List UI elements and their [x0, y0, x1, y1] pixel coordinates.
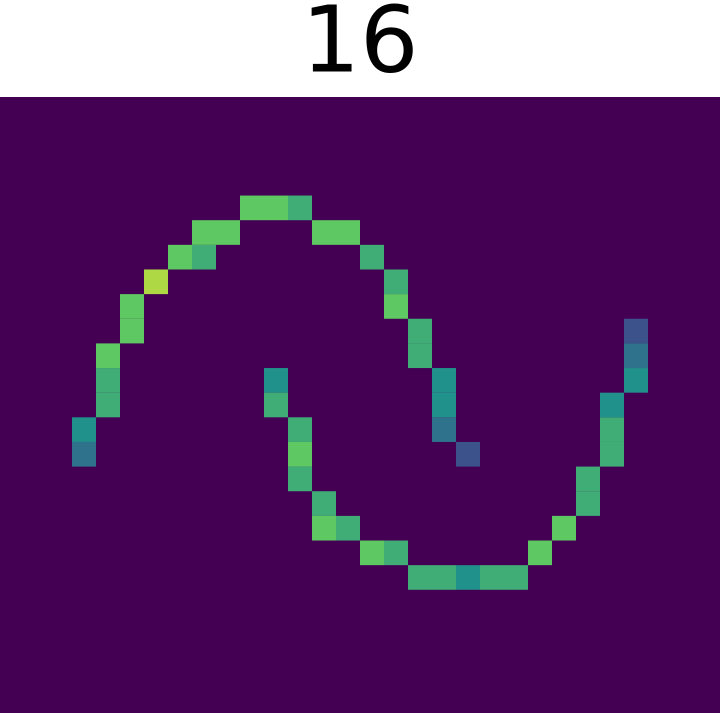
hist-cell [384, 540, 408, 566]
hist-cell [96, 343, 120, 369]
hist-cell [600, 417, 624, 442]
hist-cell [624, 368, 648, 393]
hist-cell [120, 318, 144, 344]
hist-cell [504, 565, 528, 590]
hist-cell [264, 195, 288, 221]
hist-cell [624, 343, 648, 369]
hist-cell [600, 441, 624, 467]
hist-cell [96, 368, 120, 393]
hist-cell [288, 195, 312, 221]
hist-cell [576, 466, 600, 492]
hist-cell [432, 368, 456, 393]
chart-title: 16 [301, 0, 418, 93]
hist-cell [528, 540, 552, 566]
hist-cell [456, 565, 480, 590]
hist-cell [288, 441, 312, 467]
hist-cell [312, 491, 336, 516]
hist-cell [432, 417, 456, 442]
hist-cell [384, 269, 408, 295]
hist-cell [312, 220, 336, 245]
hist-cell [168, 244, 192, 270]
hist-cell [240, 195, 264, 221]
hist-cell [288, 417, 312, 442]
hist-cell [456, 441, 480, 467]
hist-cell [288, 466, 312, 492]
hist-cell [336, 220, 360, 245]
hist-cell [192, 220, 216, 245]
hist-cell [360, 244, 384, 270]
hist-cell [264, 368, 288, 393]
hist-cell [72, 441, 96, 467]
hist-cell [480, 565, 504, 590]
hist-cell [360, 540, 384, 566]
hist-cell [624, 318, 648, 344]
hist-cell [312, 515, 336, 541]
hist-cell [408, 565, 432, 590]
hist-cell [576, 491, 600, 516]
hist-cell [432, 565, 456, 590]
hist-cell [408, 343, 432, 369]
hist-cell [216, 220, 240, 245]
hist-cell [120, 294, 144, 319]
hist-cell [432, 392, 456, 418]
hist-cell [144, 269, 168, 295]
hist-cell [600, 392, 624, 418]
hist-cell [264, 392, 288, 418]
hist-cell [408, 318, 432, 344]
hist-cell [384, 294, 408, 319]
hist-cell [552, 515, 576, 541]
hist-cell [72, 417, 96, 442]
hist-cell [192, 244, 216, 270]
hist-cell [336, 515, 360, 541]
hist-cell [96, 392, 120, 418]
